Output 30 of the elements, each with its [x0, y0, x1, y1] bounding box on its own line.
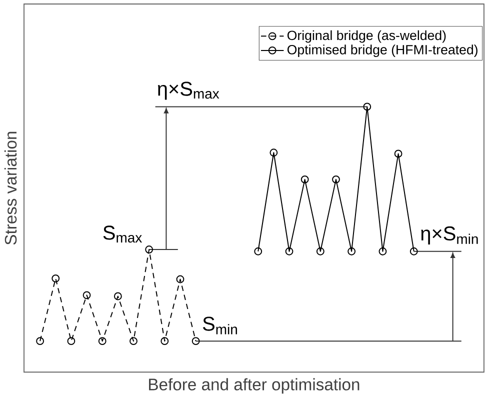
point: [363, 102, 372, 111]
point: [192, 337, 200, 346]
text: η×S$_{max}$: [158, 82, 220, 100]
annotation: S$_{min}$: [202, 316, 237, 334]
point: [332, 175, 340, 184]
point: [82, 291, 91, 300]
point: [98, 337, 106, 346]
point: [67, 337, 76, 346]
point: [36, 337, 44, 346]
point: [130, 337, 138, 346]
point: [114, 292, 122, 300]
point: [300, 175, 309, 184]
point: [160, 337, 169, 346]
point: [394, 150, 402, 158]
point: [285, 247, 294, 256]
annotation: S$_{max}$: [103, 226, 142, 243]
x-axis-title: Before and after optimisation: [149, 378, 360, 394]
point: [52, 274, 60, 282]
point: [254, 247, 262, 256]
y-axis-title: Stress variation: [4, 132, 17, 245]
point: [348, 247, 356, 256]
point: [316, 247, 324, 256]
point: [270, 148, 278, 157]
point: [145, 246, 154, 254]
point: [410, 247, 418, 256]
annotation: η×S$_{min}$: [421, 226, 478, 244]
point: [176, 275, 184, 284]
legend-label: Original bridge (as-welded): [287, 30, 446, 43]
point: [378, 247, 387, 256]
legend-label: Optimised bridge (HFMI-treated): [287, 44, 478, 57]
